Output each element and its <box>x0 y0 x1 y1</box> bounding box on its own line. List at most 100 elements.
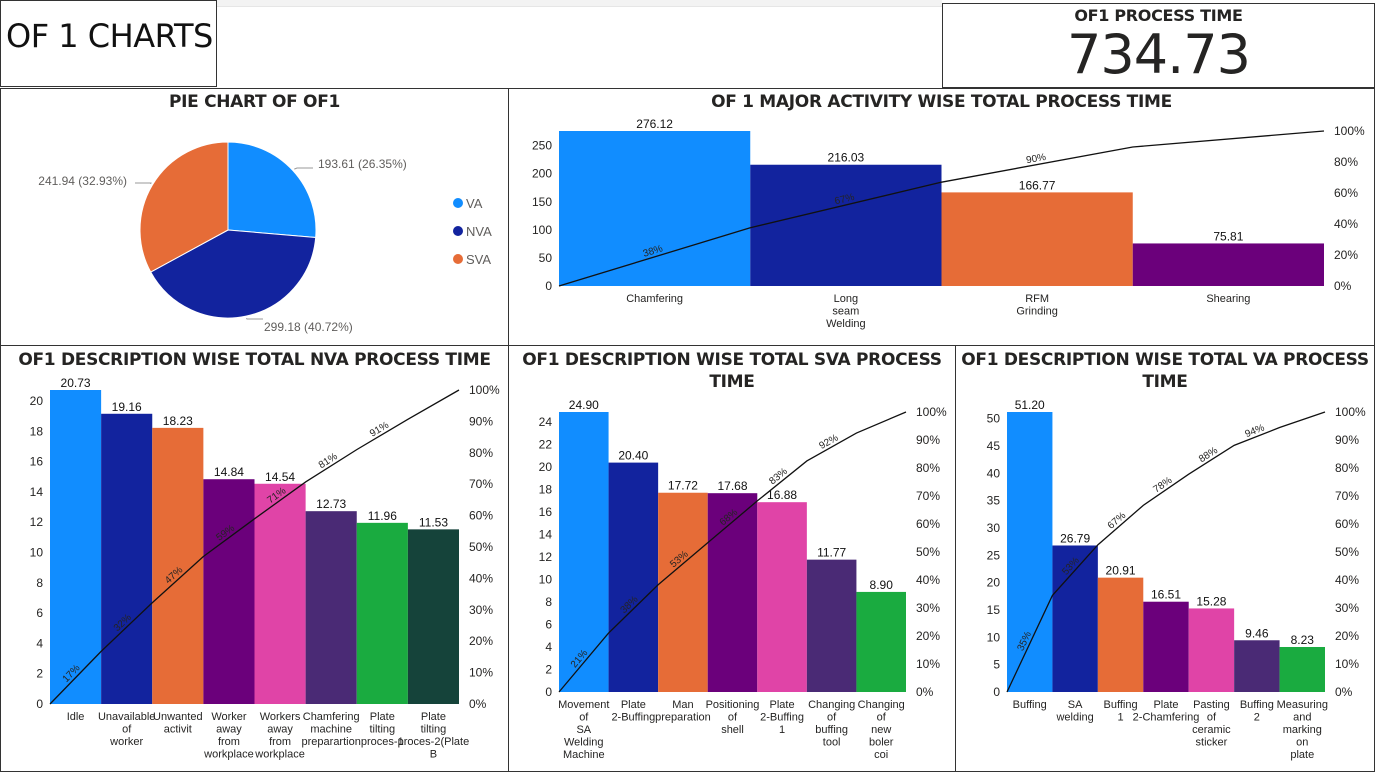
major-bar[interactable] <box>559 131 751 286</box>
pie-leader-line <box>246 317 263 320</box>
major-value-label: 75.81 <box>1213 229 1243 243</box>
va-category-label: Buffing 2 <box>1240 699 1274 724</box>
sva-ytick: 10 <box>539 573 553 587</box>
va-y2tick: 30% <box>1335 601 1359 615</box>
legend-label-va[interactable]: VA <box>466 196 483 211</box>
major-ytick: 100 <box>532 223 552 237</box>
sva-ytick: 24 <box>539 415 553 429</box>
sva-category-label: Changing of buffing tool <box>808 699 855 749</box>
nva-bar[interactable] <box>254 483 306 704</box>
sva-bar[interactable] <box>559 412 609 692</box>
va-ytick: 35 <box>987 494 1001 508</box>
va-bar[interactable] <box>1143 601 1189 692</box>
sva-bar[interactable] <box>658 492 708 692</box>
pie-data-label-sva: 241.94 (32.93%) <box>38 174 127 188</box>
major-value-label: 166.77 <box>1019 178 1056 192</box>
va-y2tick: 70% <box>1335 489 1359 503</box>
va-bar[interactable] <box>1279 646 1325 692</box>
va-y2tick: 10% <box>1335 657 1359 671</box>
nva-y2tick: 0% <box>469 697 487 711</box>
sva-ytick: 22 <box>539 438 553 452</box>
sva-bar[interactable] <box>608 462 659 692</box>
nva-bar[interactable] <box>305 511 357 704</box>
va-ytick: 50 <box>987 412 1001 426</box>
sva-ytick: 20 <box>539 460 553 474</box>
pie-data-label-va: 193.61 (26.35%) <box>318 157 407 171</box>
major-category-label: RFM Grinding <box>1016 293 1058 318</box>
nva-cumulative-line <box>49 389 460 705</box>
va-ytick: 15 <box>987 603 1001 617</box>
nva-bar[interactable] <box>101 413 153 704</box>
nva-ytick: 20 <box>30 394 44 408</box>
nva-category-label: Worker away from workplace <box>203 711 254 761</box>
va-bar[interactable] <box>1188 608 1235 692</box>
sva-y2tick: 100% <box>916 405 947 419</box>
va-y2tick: 100% <box>1335 405 1366 419</box>
sva-ytick: 0 <box>545 685 552 699</box>
va-value-label: 51.20 <box>1015 398 1045 412</box>
va-bar[interactable] <box>1097 577 1144 692</box>
sva-panel: OF1 DESCRIPTION WISE TOTAL SVA PROCESS T… <box>508 345 956 772</box>
va-value-label: 20.91 <box>1106 564 1136 578</box>
legend-label-nva[interactable]: NVA <box>466 224 492 239</box>
sva-bar[interactable] <box>707 493 758 692</box>
nva-chart: 0 2 4 6 8 10 12 14 16 18 20 0% 10% 20% 30% 40% 50% 60% 70%… <box>30 376 500 761</box>
major-bar[interactable] <box>1132 243 1324 286</box>
va-bar[interactable] <box>1234 640 1280 692</box>
va-value-label: 15.28 <box>1196 594 1226 608</box>
pie-slice-va[interactable] <box>227 141 317 239</box>
pie-slice-nva[interactable] <box>150 229 317 319</box>
nva-value-label: 14.54 <box>265 470 295 484</box>
sva-bar[interactable] <box>757 502 807 692</box>
sva-bar[interactable] <box>806 559 857 692</box>
va-y2tick: 40% <box>1335 573 1359 587</box>
va-title-line-2: TIME <box>1142 372 1188 392</box>
sva-y2tick: 60% <box>916 517 940 531</box>
va-category-label: SA welding <box>1055 699 1093 724</box>
nva-ytick: 14 <box>30 485 44 499</box>
va-ytick: 20 <box>987 576 1001 590</box>
nva-bar[interactable] <box>407 529 459 704</box>
nva-bar[interactable] <box>50 390 102 704</box>
legend-marker-va <box>453 198 463 208</box>
sva-category-label: Man preparation <box>655 699 711 724</box>
nva-bar[interactable] <box>152 427 204 704</box>
pie-slice-sva[interactable] <box>139 141 229 273</box>
major-bar[interactable] <box>750 164 942 286</box>
major-bar[interactable] <box>941 192 1133 286</box>
va-ytick: 40 <box>987 466 1001 480</box>
nva-y2tick: 40% <box>469 571 493 585</box>
sva-ytick: 6 <box>545 618 552 632</box>
major-ytick: 0 <box>545 279 552 293</box>
pie-chart: 193.61 (26.35%) 299.18 (40.72%) 241.94 (32… <box>38 141 492 334</box>
major-value-label: 216.03 <box>828 151 865 165</box>
nva-y2tick: 10% <box>469 666 493 680</box>
major-y2tick: 0% <box>1334 279 1352 293</box>
nva-category-label: Plate tilting proces-2(Plate B <box>398 711 470 761</box>
sva-title: OF1 DESCRIPTION WISE TOTAL SVA PROCESS T… <box>509 349 955 393</box>
sva-bar[interactable] <box>856 591 906 692</box>
nva-category-label: Unavailable of worker <box>98 711 155 748</box>
va-panel: OF1 DESCRIPTION WISE TOTAL VA PROCESS TI… <box>955 345 1375 772</box>
legend-label-sva[interactable]: SVA <box>466 252 491 267</box>
va-bar[interactable] <box>1007 412 1053 692</box>
sva-y2tick: 50% <box>916 545 940 559</box>
nva-y2tick: 60% <box>469 509 493 523</box>
nva-y2tick: 90% <box>469 414 493 428</box>
kpi-value: 734.73 <box>1067 23 1251 86</box>
sva-value-label: 20.40 <box>618 449 648 463</box>
major-y2tick: 60% <box>1334 186 1358 200</box>
va-value-label: 26.79 <box>1060 531 1090 545</box>
sva-y2tick: 80% <box>916 461 940 475</box>
sva-title-line-1: OF1 DESCRIPTION WISE TOTAL SVA PROCESS <box>522 350 942 370</box>
nva-bar[interactable] <box>356 522 408 704</box>
va-title-line-1: OF1 DESCRIPTION WISE TOTAL VA PROCESS <box>961 350 1369 370</box>
major-percent-label: 67% <box>834 192 856 207</box>
va-title: OF1 DESCRIPTION WISE TOTAL VA PROCESS TI… <box>956 349 1374 393</box>
va-cumulative-line <box>1006 411 1326 693</box>
major-y2tick: 20% <box>1334 248 1358 262</box>
va-ytick: 10 <box>987 630 1001 644</box>
nva-bar[interactable] <box>203 479 255 704</box>
sva-value-label: 24.90 <box>569 398 599 412</box>
nva-category-label: Chamfering machine preparartion <box>302 711 361 748</box>
